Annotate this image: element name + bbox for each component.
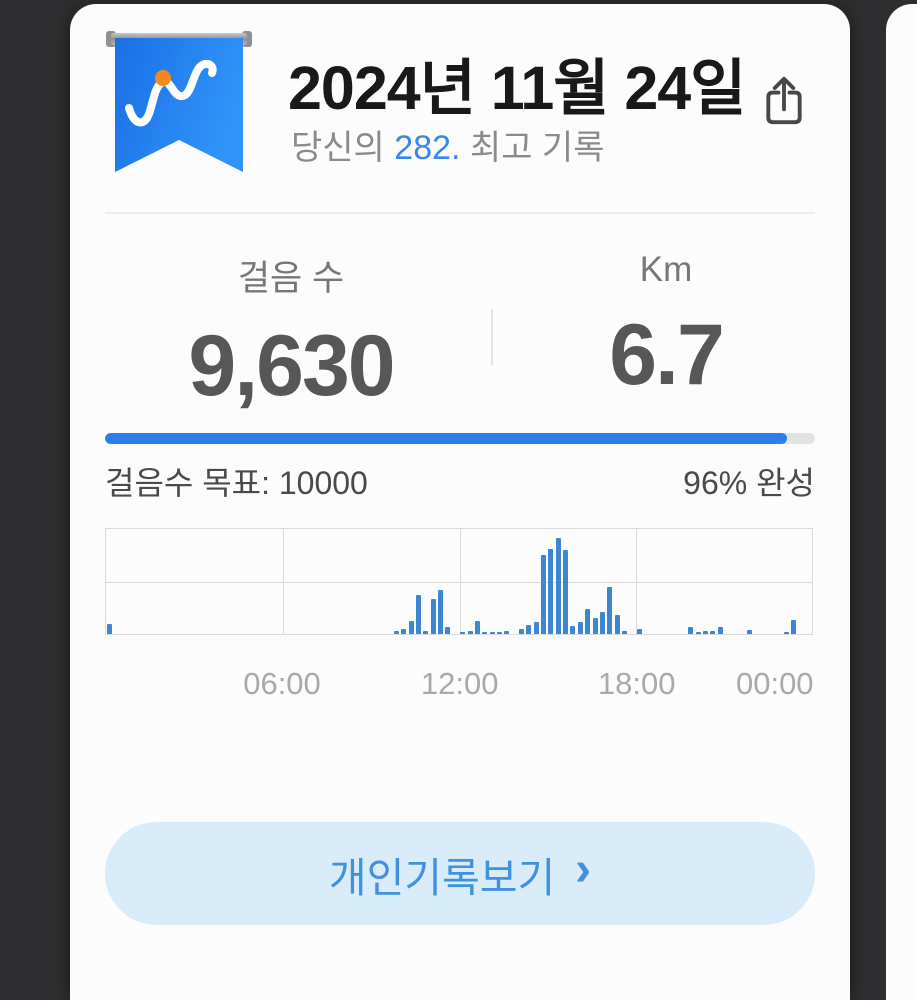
chevron-right-icon: ›: [575, 842, 592, 896]
steps-label: 걸음 수: [237, 259, 345, 298]
subtitle-suffix: 최고 기록: [460, 129, 605, 167]
chart-bar: [107, 623, 113, 634]
chart-bar: [636, 628, 642, 634]
chart-bar: [519, 628, 524, 634]
chart-bar: [408, 621, 414, 634]
chart-bar: [489, 631, 495, 634]
x-tick-label: 06:00: [243, 666, 321, 701]
chart-bar: [783, 631, 789, 634]
chart-bar: [416, 595, 422, 634]
chart-bar: [621, 630, 627, 634]
chart-bar: [702, 631, 708, 634]
chart-plot: [105, 528, 813, 635]
chart-gridline-vertical: [459, 529, 461, 634]
chart-bar: [563, 550, 569, 634]
chart-bar: [474, 621, 480, 634]
chart-bar: [791, 619, 797, 634]
x-tick-label: 00:00: [735, 666, 814, 701]
distance-label: Km: [639, 250, 693, 289]
chart-bar: [688, 627, 694, 634]
goal-row: 걸음수 목표: 10000 96% 완성: [105, 458, 815, 504]
distance-value: 6.7: [609, 307, 725, 403]
goal-target-label: 걸음수 목표: 10000: [105, 465, 368, 501]
chart-bar: [393, 631, 399, 634]
chart-gridline-horizontal: [106, 581, 812, 583]
chart-bar: [614, 615, 620, 634]
next-card-edge[interactable]: [886, 4, 917, 1000]
chart-bar: [504, 631, 510, 634]
chart-bar: [548, 548, 554, 634]
chart-bar: [555, 538, 561, 634]
activity-dot: [155, 70, 171, 86]
chart-bar: [577, 622, 583, 634]
chart-bar: [482, 631, 488, 634]
chart-bar: [717, 627, 723, 634]
goal-percent-label: 96% 완성: [683, 465, 815, 501]
chart-bar: [599, 611, 605, 634]
chart-bar: [460, 632, 466, 634]
chart-bar: [496, 631, 502, 634]
record-subtitle: 당신의 282. 최고 기록: [291, 120, 605, 169]
stats-divider: [491, 309, 493, 365]
personal-records-label: 개인기록보기: [328, 854, 556, 901]
chart-gridline-vertical: [636, 529, 638, 634]
goal-progress-bar: [105, 433, 815, 444]
x-tick-label: 12:00: [420, 666, 499, 701]
share-icon: [766, 76, 802, 125]
chart-bar: [533, 622, 539, 634]
chart-bar: [607, 586, 613, 634]
x-tick-label: 18:00: [597, 666, 676, 701]
page-title: 2024년 11월 24일: [288, 54, 746, 122]
chart-bar: [746, 629, 752, 634]
record-number: 282.: [394, 129, 461, 167]
chart-bar: [430, 599, 436, 634]
header-divider: [105, 212, 815, 214]
chart-gridline-vertical: [282, 529, 284, 634]
steps-stat: 걸음 수 9,630: [90, 250, 492, 416]
activity-ribbon-icon: [106, 31, 252, 172]
personal-records-button[interactable]: 개인기록보기 ›: [105, 822, 815, 925]
share-button[interactable]: [754, 68, 814, 134]
chart-bar: [438, 589, 444, 634]
banner-flag: [115, 38, 243, 172]
daily-record-card: 2024년 11월 24일 당신의 282. 최고 기록 걸음 수 9,630 …: [70, 4, 850, 1000]
chart-bar: [423, 631, 429, 634]
chart-bar: [585, 608, 591, 634]
chart-bar: [695, 631, 701, 634]
progress-fill: [105, 433, 787, 444]
chart-bar: [526, 624, 532, 634]
activity-wave-line: [125, 59, 217, 127]
chart-bar: [445, 627, 451, 634]
chart-bar: [592, 617, 598, 634]
chart-bar: [401, 628, 407, 634]
subtitle-prefix: 당신의: [291, 129, 395, 167]
chart-bar: [541, 555, 547, 634]
chart-x-axis: 06:00 12:00 18:00 00:00: [105, 666, 813, 706]
chart-bar: [570, 625, 576, 634]
chart-bar: [710, 630, 716, 634]
steps-value: 9,630: [188, 318, 395, 414]
chart-bar: [467, 630, 473, 634]
distance-stat: Km 6.7: [492, 250, 840, 405]
